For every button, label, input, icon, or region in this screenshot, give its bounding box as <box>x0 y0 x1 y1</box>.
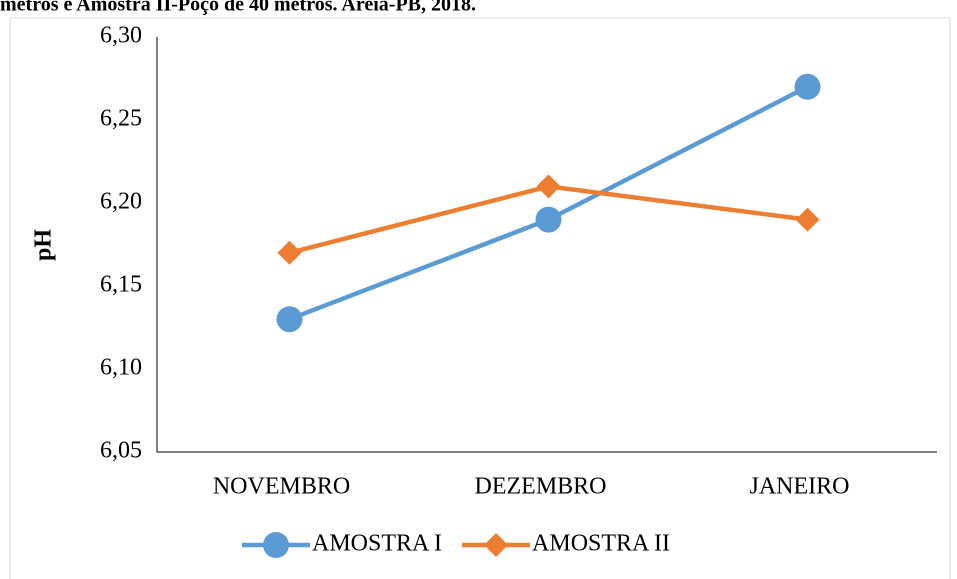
y-tick-label: 6,15 <box>100 272 142 298</box>
x-tick-label: DEZEMBRO <box>475 474 607 500</box>
caption: metros e Amostra II-Poço de 40 metros. A… <box>0 0 476 16</box>
y-tick-label: 6,30 <box>100 23 142 49</box>
legend-label: AMOSTRA I <box>312 531 442 557</box>
data-point <box>536 174 561 199</box>
data-point <box>535 206 562 233</box>
data-point <box>276 306 303 333</box>
y-tick-label: 6,10 <box>100 355 142 381</box>
chart-frame <box>9 17 951 579</box>
legend-marker <box>484 533 509 557</box>
data-point <box>795 207 820 232</box>
legend-label: AMOSTRA II <box>532 531 670 557</box>
data-point <box>277 240 302 265</box>
legend-marker <box>263 532 289 558</box>
x-tick-label: NOVEMBRO <box>213 474 350 500</box>
y-tick-label: 6,25 <box>100 106 142 132</box>
data-point <box>794 73 821 100</box>
y-tick-label: 6,20 <box>100 189 142 215</box>
x-tick-label: JANEIRO <box>750 474 850 500</box>
y-axis-label: pH <box>31 229 57 261</box>
y-tick-label: 6,05 <box>100 438 142 464</box>
